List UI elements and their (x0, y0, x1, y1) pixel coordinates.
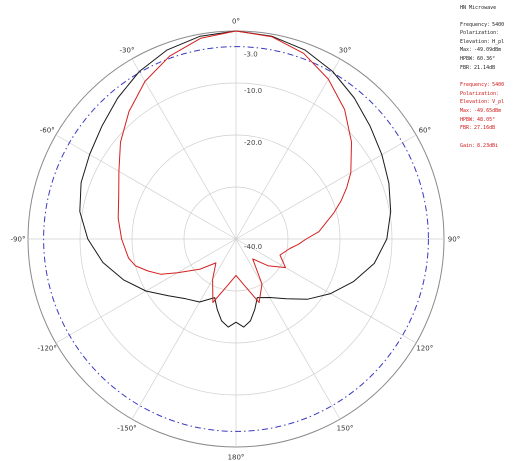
black-info-frequency: Frequency：5400 (460, 21, 505, 28)
black-info-fbr: FBR：21.14dB (460, 64, 496, 71)
angle-tick-label: 60° (419, 127, 431, 135)
angle-tick-label: -150° (117, 424, 136, 432)
grid-spoke (235, 58, 341, 240)
angle-tick-label: 180° (228, 454, 245, 461)
info-gain: Gain：8.23dBi (460, 142, 499, 149)
angle-tick-label: 90° (448, 236, 460, 244)
info-title: HN Microwave (460, 5, 497, 11)
red-info-elevation: Elevation：V_pl (460, 99, 505, 106)
angle-tick-label: 150° (337, 424, 354, 432)
angle-tick-label: 30° (339, 47, 351, 55)
angle-tick-label: 120° (416, 345, 433, 353)
pattern-curve-red (117, 30, 352, 303)
angle-tick-label: 0° (232, 18, 240, 26)
legend-info-panel: HN Microwave Frequency：5400 Polarization… (460, 4, 514, 150)
red-info-hpbw: HPBW：48.05° (460, 116, 496, 123)
info-spacer (460, 133, 514, 142)
angle-tick-label: -120° (38, 345, 57, 353)
black-info-hpbw: HPBW：60.36° (460, 55, 496, 62)
radial-level-label: -40.0 (244, 243, 262, 251)
polar-chart: 0° 30° 60° 90° 120° 150° 180° -150° -120° -90° -60… (11, 18, 460, 461)
info-spacer (460, 72, 514, 81)
radial-level-label: -20.0 (244, 139, 262, 147)
grid-spoke (235, 238, 341, 420)
red-info-fbr: FBR：27.16dB (460, 125, 496, 132)
grid-spoke (131, 58, 237, 240)
red-info-frequency: Frequency：5400 (460, 82, 505, 89)
pattern-curve-black (79, 30, 392, 328)
black-info-polarization: Polarization： (460, 30, 502, 37)
grid-spoke (235, 238, 417, 344)
angle-tick-label: -90° (11, 236, 26, 244)
black-info-max: Max：-49.09dBm (460, 47, 502, 54)
angle-tick-label: -60° (40, 127, 55, 135)
grid-spoke (55, 134, 237, 240)
half-power-ring (43, 46, 429, 432)
black-info-elevation: Elevation：H_pl (460, 38, 505, 45)
angle-tick-label: -30° (120, 47, 135, 55)
radial-level-label: -3.0 (244, 51, 258, 59)
radial-level-label: -10.0 (244, 87, 262, 95)
grid-spoke (235, 134, 417, 240)
grid-spoke (131, 238, 237, 420)
red-info-polarization: Polarization： (460, 90, 502, 97)
red-info-max: Max：-49.65dBm (460, 107, 502, 114)
